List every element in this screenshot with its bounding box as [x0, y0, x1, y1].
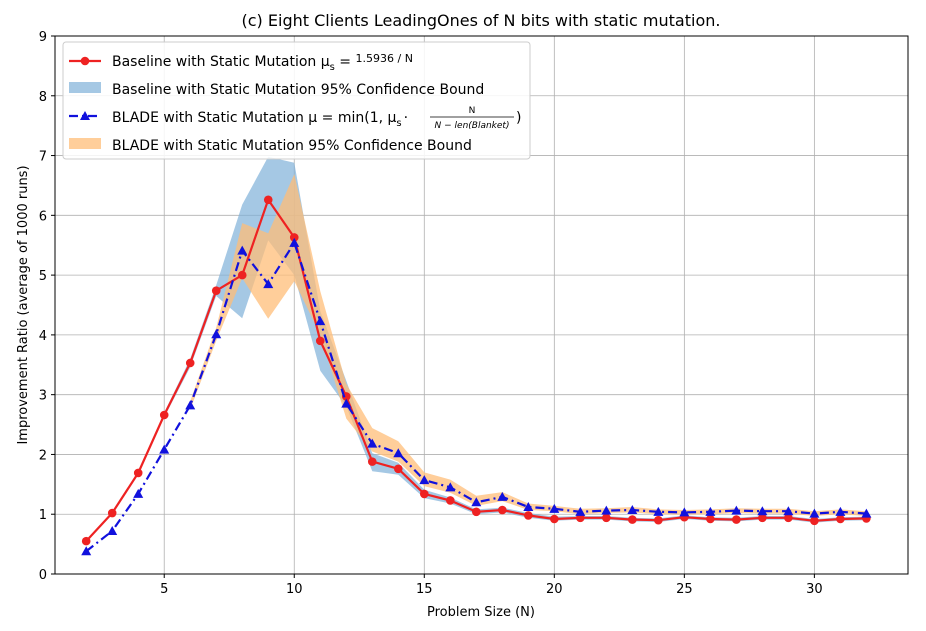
- point-baseline-24: [654, 515, 663, 525]
- point-blade-4: [133, 488, 144, 498]
- point-baseline-10: [289, 233, 299, 242]
- point-blade-17: [471, 497, 482, 507]
- y-tick-label-5: 5: [39, 269, 47, 284]
- legend-fraction-denominator: N − len(Blanket): [435, 121, 510, 131]
- point-blade-24: [653, 506, 664, 516]
- legend-label-baseline-band: Baseline with Static Mutation 95% Confid…: [112, 82, 484, 98]
- legend-close-paren: ): [516, 110, 521, 126]
- y-tick-label-4: 4: [39, 329, 47, 344]
- point-baseline-19: [524, 511, 533, 520]
- point-blade-18: [497, 491, 508, 501]
- point-baseline-5: [159, 410, 169, 420]
- point-blade-29: [783, 506, 794, 516]
- legend: Baseline with Static Mutation μs = 1.593…: [62, 41, 531, 160]
- legend-swatch-baseline-band: [69, 82, 101, 93]
- point-blade-30: [809, 508, 820, 518]
- point-blade-28: [757, 506, 768, 516]
- plot-frame: [54, 35, 909, 575]
- y-axis-label: Improvement Ratio (average of 1000 runs): [16, 165, 31, 444]
- point-blade-27: [731, 505, 742, 515]
- y-tick-label-6: 6: [39, 209, 47, 224]
- y-tick-label-2: 2: [39, 448, 47, 463]
- point-baseline-7: [211, 286, 221, 295]
- legend-label-blade-band: BLADE with Static Mutation 95% Confidenc…: [112, 138, 472, 154]
- legend-swatches: [69, 56, 101, 149]
- point-baseline-15: [419, 489, 429, 499]
- point-baseline-4: [133, 468, 143, 478]
- legend-entry-blade: BLADE with Static Mutation μ = min(1, μs…: [112, 106, 521, 131]
- y-tick-label-3: 3: [39, 389, 47, 404]
- point-blade-19: [523, 502, 534, 512]
- point-blade-15: [419, 475, 430, 485]
- point-blade-2: [81, 546, 92, 556]
- point-blade-5: [159, 444, 170, 454]
- point-baseline-29: [784, 513, 793, 523]
- point-baseline-6: [185, 358, 195, 368]
- x-tick-label-5: 5: [160, 582, 168, 597]
- point-blade-26: [705, 506, 716, 516]
- legend-swatch-blade-band: [69, 138, 101, 149]
- point-blade-20: [549, 503, 560, 513]
- point-blade-11: [315, 316, 326, 326]
- point-blade-3: [107, 525, 118, 535]
- point-baseline-2: [81, 536, 91, 546]
- point-blade-23: [627, 505, 638, 515]
- point-blade-31: [835, 506, 846, 516]
- point-blade-22: [601, 505, 612, 515]
- point-blade-14: [393, 448, 404, 458]
- point-baseline-17: [471, 507, 481, 517]
- point-baseline-20: [550, 514, 559, 524]
- point-blade-13: [367, 438, 378, 448]
- point-baseline-28: [758, 513, 767, 523]
- point-baseline-31: [836, 514, 845, 524]
- point-blade-6: [185, 400, 196, 410]
- point-blade-9: [263, 279, 274, 289]
- point-blade-25: [679, 507, 690, 517]
- x-axis-label: Problem Size (N): [427, 605, 535, 620]
- point-blade-7: [211, 329, 222, 339]
- legend-entry-blade-band: BLADE with Static Mutation 95% Confidenc…: [112, 138, 472, 154]
- point-baseline-23: [628, 515, 637, 524]
- point-blade-21: [575, 506, 586, 516]
- legend-swatch-baseline-marker: [80, 56, 90, 66]
- point-baseline-3: [107, 508, 117, 518]
- x-tick-label-20: 20: [546, 582, 563, 597]
- point-baseline-13: [367, 457, 377, 466]
- point-blade-32: [861, 508, 872, 518]
- point-baseline-22: [602, 513, 611, 523]
- y-tick-label-1: 1: [39, 508, 47, 523]
- x-tick-label-10: 10: [286, 582, 303, 597]
- point-baseline-30: [810, 516, 819, 526]
- chart-title: (c) Eight Clients LeadingOnes of N bits …: [242, 11, 721, 30]
- y-tick-label-8: 8: [39, 90, 47, 105]
- axis-ticks: 5 10 15 20 25 30 0 1 2 3 4 5 6 7 8 9: [39, 30, 823, 597]
- legend-entry-baseline-band: Baseline with Static Mutation 95% Confid…: [112, 82, 484, 98]
- point-blade-8: [237, 245, 248, 255]
- legend-box: [62, 41, 531, 160]
- legend-swatch-blade-marker: [80, 111, 90, 120]
- y-tick-label-7: 7: [39, 150, 47, 165]
- point-baseline-11: [315, 336, 325, 346]
- point-baseline-16: [445, 496, 455, 505]
- point-baseline-18: [498, 505, 507, 515]
- x-tick-label-15: 15: [416, 582, 433, 597]
- point-baseline-27: [732, 515, 741, 524]
- legend-label-baseline: Baseline with Static Mutation μs = 1.593…: [112, 52, 413, 73]
- x-tick-label-25: 25: [676, 582, 693, 597]
- point-baseline-26: [706, 514, 715, 524]
- point-baseline-14: [393, 464, 403, 474]
- y-tick-label-9: 9: [39, 30, 47, 45]
- legend-fraction-numerator: N: [469, 106, 476, 116]
- series-layer: [81, 195, 872, 556]
- point-blade-10: [289, 237, 300, 247]
- point-baseline-9: [263, 195, 273, 205]
- point-baseline-8: [237, 270, 247, 280]
- x-tick-label-30: 30: [806, 582, 823, 597]
- point-blade-16: [445, 482, 456, 492]
- y-tick-label-0: 0: [39, 568, 47, 583]
- legend-label-blade: BLADE with Static Mutation μ = min(1, μs…: [112, 110, 408, 129]
- legend-entry-baseline: Baseline with Static Mutation μs = 1.593…: [112, 52, 413, 73]
- point-blade-12: [341, 398, 352, 408]
